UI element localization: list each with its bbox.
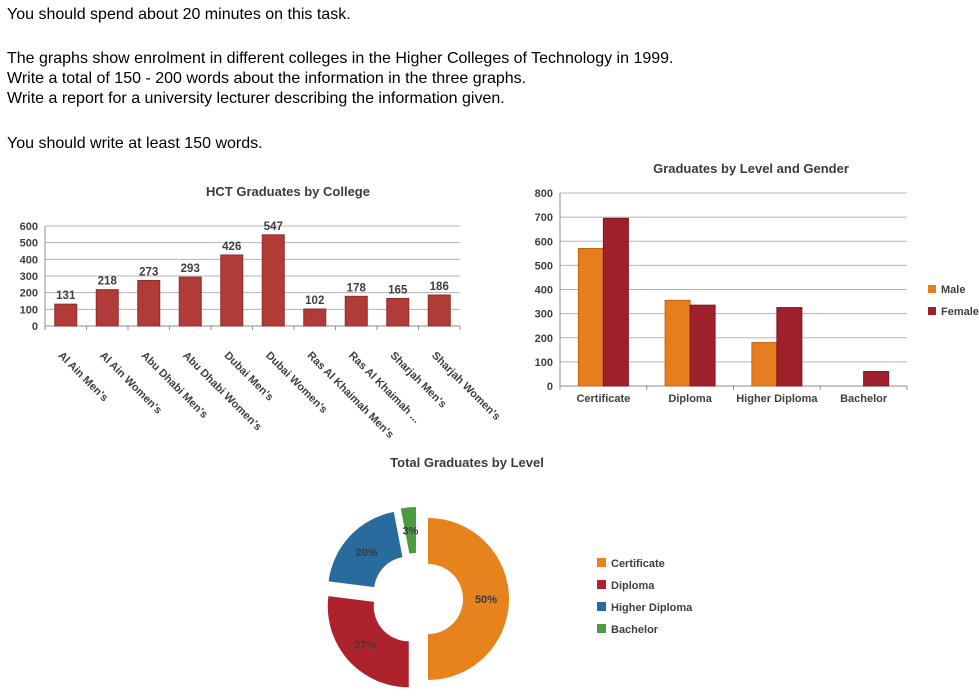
chart-title-graduates-by-level-and-gender: Graduates by Level and Gender	[653, 161, 849, 176]
tick-label: 400	[20, 254, 38, 266]
tick-label: 500	[20, 238, 38, 250]
bar-female-bachelor	[863, 371, 890, 387]
tick-label: 400	[535, 285, 553, 297]
dlabel-label: 293	[181, 263, 200, 275]
leg-label: Higher Diploma	[611, 602, 693, 614]
legend-swatch-female	[928, 307, 936, 315]
leg-label: Bachelor	[611, 624, 659, 636]
bar-sharjah-men-s	[386, 298, 410, 327]
bar-al-ain-men-s	[54, 303, 78, 327]
legend-swatch-male	[928, 285, 936, 293]
tick-label: 800	[535, 188, 553, 200]
bar-chart-graduates-by-college: 0 100 200 300 400 500 600 131 Al Ain Men's 218 Al …	[0, 180, 500, 446]
bar-male-certificate	[577, 247, 604, 387]
pie-slice-diploma	[327, 596, 409, 688]
legend-swatch-certificate	[597, 558, 606, 567]
bar-female-certificate	[602, 217, 629, 387]
cat-label: Sharjah Women's	[429, 350, 500, 423]
bar-ras-al-khaimah	[344, 295, 368, 327]
donut-chart-total-graduates-by-level: 50% 27% 20% 3% Certificate Diploma Higher Dipl…	[280, 440, 720, 696]
instruction-word-range: Write a total of 150 - 200 words about t…	[7, 70, 527, 87]
bar-al-ain-women-s	[95, 289, 119, 327]
legend-swatch-bachelor	[597, 624, 606, 633]
tick-label: 200	[535, 333, 553, 345]
tick-label: 0	[547, 381, 553, 393]
bar-female-higher-diploma	[776, 307, 803, 387]
bar-female-diploma	[689, 304, 716, 387]
dlabel-label: 547	[264, 221, 283, 233]
pct-label: 27%	[354, 640, 376, 652]
cat-label: Diploma	[668, 393, 712, 405]
tick-label: 100	[20, 304, 38, 316]
tick-label: 300	[20, 271, 38, 283]
bar-dubai-women-s	[261, 234, 285, 327]
instruction-report-audience: Write a report for a university lecturer…	[7, 90, 505, 107]
level-chart-canvas: 50% 27% 20% 3% Certificate Diploma Higher Dipl…	[327, 507, 693, 688]
tick-label: 300	[535, 309, 553, 321]
tick-label: 600	[535, 236, 553, 248]
dlabel-label: 186	[430, 281, 449, 293]
cat-label: Bachelor	[840, 393, 888, 405]
instruction-time-limit: You should spend about 20 minutes on thi…	[7, 6, 351, 23]
cat-label: Higher Diploma	[736, 393, 818, 405]
dlabel-label: 165	[388, 285, 408, 297]
tick-label: 100	[535, 357, 553, 369]
dlabel-label: 273	[139, 267, 158, 279]
dlabel-label: 218	[98, 276, 118, 288]
legend-swatch-higher-diploma	[597, 602, 606, 611]
pct-label: 20%	[356, 547, 378, 559]
bar-ras-al-khaimah-men-s	[303, 308, 327, 327]
leg-label: Diploma	[611, 580, 655, 592]
chart-title-hct-graduates-by-college: HCT Graduates by College	[206, 184, 370, 199]
tick-label: 600	[20, 221, 38, 233]
tick-label: 700	[535, 212, 553, 224]
bar-sharjah-women-s	[427, 294, 451, 327]
bar-dubai-men-s	[220, 254, 244, 327]
chart-title-total-graduates-by-level: Total Graduates by Level	[390, 455, 544, 470]
tick-label: 200	[20, 288, 38, 300]
bar-male-diploma	[664, 299, 691, 387]
leg-label: Male	[941, 284, 965, 296]
dlabel-label: 178	[347, 282, 367, 294]
leg-label: Certificate	[611, 558, 665, 570]
bar-male-higher-diploma	[751, 342, 778, 387]
cat-label: Abu Dhabi Women's	[180, 350, 264, 434]
tick-label: 500	[535, 260, 553, 272]
bar-abu-dhabi-men-s	[137, 280, 161, 327]
pct-label: 3%	[403, 525, 419, 537]
dlabel-label: 102	[305, 295, 324, 307]
pie-slice-higher-diploma	[328, 511, 403, 588]
bar-chart-graduates-by-level-and-gender: 0 100 200 300 400 500 600 700 800 Certificate Dipl…	[500, 155, 979, 417]
dlabel-label: 131	[56, 290, 76, 302]
pct-label: 50%	[475, 594, 497, 606]
leg-label: Female	[941, 306, 979, 318]
dlabel-label: 426	[222, 241, 241, 253]
instruction-graph-description: The graphs show enrolment in different c…	[7, 50, 674, 67]
cat-label: Certificate	[576, 393, 630, 405]
tick-label: 0	[32, 321, 38, 333]
pie-slice-bachelor	[400, 507, 416, 554]
pie-slice-certificate	[428, 518, 509, 680]
bar-abu-dhabi-women-s	[178, 276, 202, 327]
cat-label: Ras Al Khaimah ...	[346, 350, 422, 426]
instruction-minimum-words: You should write at least 150 words.	[7, 135, 263, 152]
gender-chart-canvas: 0 100 200 300 400 500 600 700 800 Certificate Dipl…	[535, 188, 979, 405]
legend-swatch-diploma	[597, 580, 606, 589]
